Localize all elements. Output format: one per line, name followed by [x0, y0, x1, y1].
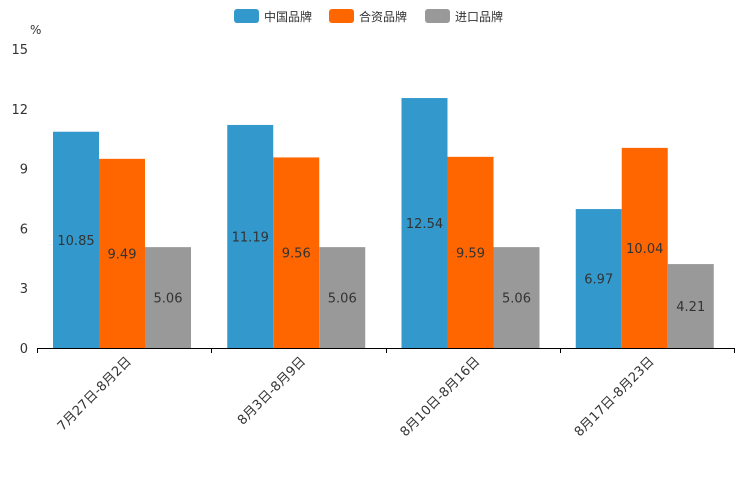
bar-2-1[interactable]: [99, 158, 145, 348]
data-label-3-1: 5.06: [154, 292, 183, 307]
legend-label-1: 中国品牌: [264, 9, 312, 24]
bar-3-4[interactable]: [667, 264, 714, 348]
x-tick-label-2: 8月3日-8月9日: [235, 354, 309, 428]
bar-2-2[interactable]: [273, 157, 320, 348]
legend-label-2: 合资品牌: [359, 9, 407, 24]
bar-3-2[interactable]: [319, 247, 366, 348]
x-tick-label-3: 8月10日-8月16日: [398, 354, 484, 440]
bar-3-1[interactable]: [145, 247, 191, 348]
data-label-1-4: 6.97: [584, 273, 613, 288]
data-label-2-2: 9.56: [282, 247, 311, 262]
y-tick-label: 9: [20, 163, 28, 178]
bar-1-3[interactable]: [401, 98, 448, 348]
data-label-2-1: 9.49: [108, 247, 137, 262]
y-tick-label: 3: [20, 282, 28, 297]
legend-item-1[interactable]: 中国品牌: [234, 9, 312, 24]
data-label-2-4: 10.04: [626, 242, 663, 257]
legend-swatch-3: [425, 9, 450, 23]
y-axis: 0 3 6 9 12 15: [11, 43, 28, 357]
bar-1-2[interactable]: [227, 124, 274, 348]
y-tick-label: 6: [20, 222, 28, 237]
bars-group: 10.85 9.49 5.06 11.19 9.56 5.06 12.54 9.59 5.06 6…: [53, 98, 714, 348]
x-axis: 7月27日-8月2日 8月3日-8月9日 8月10日-8月16日 8月17日-8月23…: [37, 348, 735, 440]
bar-2-3[interactable]: [447, 156, 494, 348]
data-label-1-3: 12.54: [406, 217, 443, 232]
legend-item-2[interactable]: 合资品牌: [329, 9, 407, 24]
data-label-3-2: 5.06: [328, 292, 357, 307]
legend-item-3[interactable]: 进口品牌: [425, 9, 503, 24]
data-label-1-1: 10.85: [57, 234, 94, 249]
bar-2-4[interactable]: [621, 147, 668, 348]
bar-1-1[interactable]: [53, 131, 99, 348]
y-tick-label: 12: [11, 103, 28, 118]
x-tick-label-1: 7月27日-8月2日: [55, 354, 135, 434]
data-label-3-3: 5.06: [502, 292, 531, 307]
bar-1-4[interactable]: [575, 209, 622, 348]
y-tick-label: 15: [11, 43, 28, 58]
data-label-2-3: 9.59: [456, 246, 485, 261]
y-tick-label: 0: [20, 342, 28, 357]
legend: 中国品牌 合资品牌 进口品牌: [234, 9, 503, 24]
bar-3-3[interactable]: [493, 247, 540, 348]
legend-swatch-2: [329, 9, 354, 23]
legend-swatch-1: [234, 9, 259, 23]
data-label-1-2: 11.19: [232, 230, 269, 245]
y-axis-unit-label: %: [30, 23, 41, 37]
data-label-3-4: 4.21: [676, 300, 705, 315]
x-tick-label-4: 8月17日-8月23日: [572, 354, 658, 440]
legend-label-3: 进口品牌: [455, 10, 503, 24]
